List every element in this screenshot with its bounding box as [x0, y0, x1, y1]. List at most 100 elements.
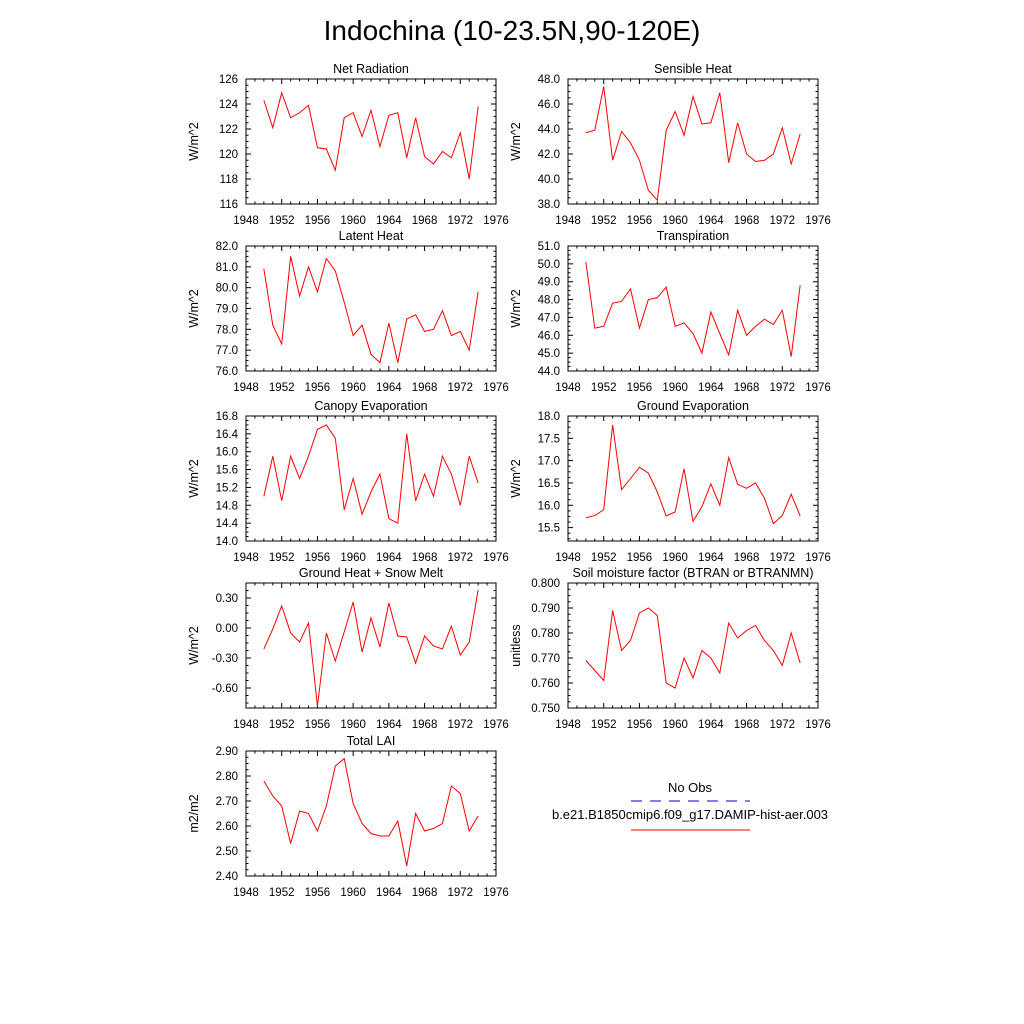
y-axis-label: W/m^2 — [187, 459, 201, 498]
plot-frame — [245, 245, 497, 372]
panel-8: Soil moisture factor (BTRAN or BTRANMN) 1… — [509, 566, 831, 731]
panel-title: Net Radiation — [333, 62, 409, 76]
x-tick-label: 1976 — [483, 887, 509, 899]
y-tick-label: 2.40 — [216, 871, 238, 883]
x-tick-label: 1976 — [805, 552, 831, 564]
x-tick-label: 1956 — [305, 887, 331, 899]
y-tick-label: 18.0 — [538, 411, 560, 423]
x-tick-label: 1972 — [447, 382, 473, 394]
x-tick-label: 1964 — [376, 719, 402, 731]
series-line — [585, 424, 801, 525]
panel-5: Canopy Evaporation 1948 1952 1956 1960 1964 19… — [187, 399, 509, 564]
x-tick-label: 1960 — [662, 719, 688, 731]
panel-title: Ground Heat + Snow Melt — [299, 566, 444, 580]
x-tick-label: 1956 — [627, 215, 653, 227]
x-tick-label: 1960 — [340, 552, 366, 564]
y-tick-label: 17.5 — [538, 433, 560, 445]
panel-7: Ground Heat + Snow Melt 1948 1952 1956 1960 1… — [187, 566, 509, 731]
x-tick-label: 1964 — [698, 215, 724, 227]
series-line — [585, 262, 801, 357]
series-line — [263, 256, 479, 364]
y-tick-label: 48.0 — [538, 295, 560, 307]
legend: No Obs b.e21.B1850cmip6.f09_g17.DAMIP-hi… — [552, 780, 828, 831]
x-tick-label: 1968 — [734, 215, 760, 227]
x-tick-label: 1948 — [555, 552, 581, 564]
panel-2: Sensible Heat 1948 1952 1956 1960 1964 1968 197… — [509, 62, 831, 227]
legend-obs-label: No Obs — [668, 780, 713, 795]
x-tick-label: 1960 — [340, 719, 366, 731]
x-tick-label: 1956 — [627, 719, 653, 731]
x-tick-label: 1952 — [591, 382, 617, 394]
x-tick-label: 1948 — [233, 887, 259, 899]
y-tick-label: 2.60 — [216, 821, 238, 833]
x-tick-label: 1956 — [305, 552, 331, 564]
x-tick-label: 1964 — [376, 215, 402, 227]
x-tick-label: 1972 — [769, 552, 795, 564]
y-tick-label: 38.0 — [538, 199, 560, 211]
x-tick-label: 1976 — [483, 719, 509, 731]
y-tick-label: 126 — [219, 74, 238, 86]
y-tick-label: 49.0 — [538, 277, 560, 289]
x-tick-label: 1956 — [305, 382, 331, 394]
x-tick-label: 1968 — [412, 719, 438, 731]
panel-title: Canopy Evaporation — [314, 399, 427, 413]
y-axis-label: unitless — [509, 624, 523, 666]
x-tick-label: 1968 — [412, 887, 438, 899]
y-tick-label: 76.0 — [216, 366, 238, 378]
panel-title: Soil moisture factor (BTRAN or BTRANMN) — [572, 566, 813, 580]
y-tick-label: 16.0 — [216, 447, 238, 459]
y-axis-label: W/m^2 — [509, 459, 523, 498]
x-tick-label: 1960 — [662, 382, 688, 394]
y-tick-label: 0.750 — [531, 703, 560, 715]
series-line — [585, 607, 801, 689]
x-tick-label: 1964 — [376, 382, 402, 394]
y-tick-label: 14.0 — [216, 536, 238, 548]
x-tick-label: 1968 — [412, 215, 438, 227]
x-tick-label: 1952 — [269, 382, 295, 394]
x-tick-label: 1960 — [340, 382, 366, 394]
series-line — [263, 589, 479, 707]
y-tick-label: 120 — [219, 149, 238, 161]
y-tick-label: 82.0 — [216, 241, 238, 253]
y-tick-label: 42.0 — [538, 149, 560, 161]
y-tick-label: 2.50 — [216, 846, 238, 858]
x-tick-label: 1948 — [233, 382, 259, 394]
x-tick-label: 1968 — [412, 382, 438, 394]
y-tick-label: 77.0 — [216, 345, 238, 357]
x-tick-label: 1972 — [447, 552, 473, 564]
x-tick-label: 1948 — [555, 382, 581, 394]
y-tick-label: 51.0 — [538, 241, 560, 253]
y-tick-label: 45.0 — [538, 348, 560, 360]
plot-frame — [245, 415, 497, 542]
x-tick-label: 1964 — [698, 382, 724, 394]
y-tick-label: 15.6 — [216, 465, 238, 477]
y-tick-label: 0.760 — [531, 678, 560, 690]
y-tick-label: 2.90 — [216, 746, 238, 758]
x-tick-label: 1956 — [305, 215, 331, 227]
y-tick-label: 47.0 — [538, 312, 560, 324]
x-tick-label: 1956 — [305, 719, 331, 731]
y-tick-label: 17.0 — [538, 456, 560, 468]
x-tick-label: 1952 — [591, 215, 617, 227]
y-tick-label: 118 — [220, 174, 238, 186]
y-axis-label: W/m^2 — [509, 122, 523, 161]
x-tick-label: 1976 — [805, 215, 831, 227]
series-line — [585, 86, 801, 202]
x-tick-label: 1976 — [483, 215, 509, 227]
y-tick-label: 0.780 — [531, 628, 560, 640]
panel-6: Ground Evaporation 1948 1952 1956 1960 1964 19… — [509, 399, 831, 564]
x-tick-label: 1952 — [269, 887, 295, 899]
plot-frame — [245, 582, 497, 709]
x-tick-label: 1952 — [269, 719, 295, 731]
x-tick-label: 1952 — [591, 552, 617, 564]
x-tick-label: 1976 — [483, 382, 509, 394]
x-tick-label: 1972 — [769, 382, 795, 394]
y-tick-label: 0.30 — [216, 593, 238, 605]
y-tick-label: 0.800 — [531, 578, 560, 590]
y-tick-label: 79.0 — [216, 304, 238, 316]
y-tick-label: 0.770 — [531, 653, 560, 665]
y-tick-label: 14.4 — [216, 518, 239, 530]
y-tick-label: 2.80 — [216, 771, 238, 783]
y-tick-label: -0.30 — [212, 653, 238, 665]
y-axis-label: W/m^2 — [187, 626, 201, 665]
